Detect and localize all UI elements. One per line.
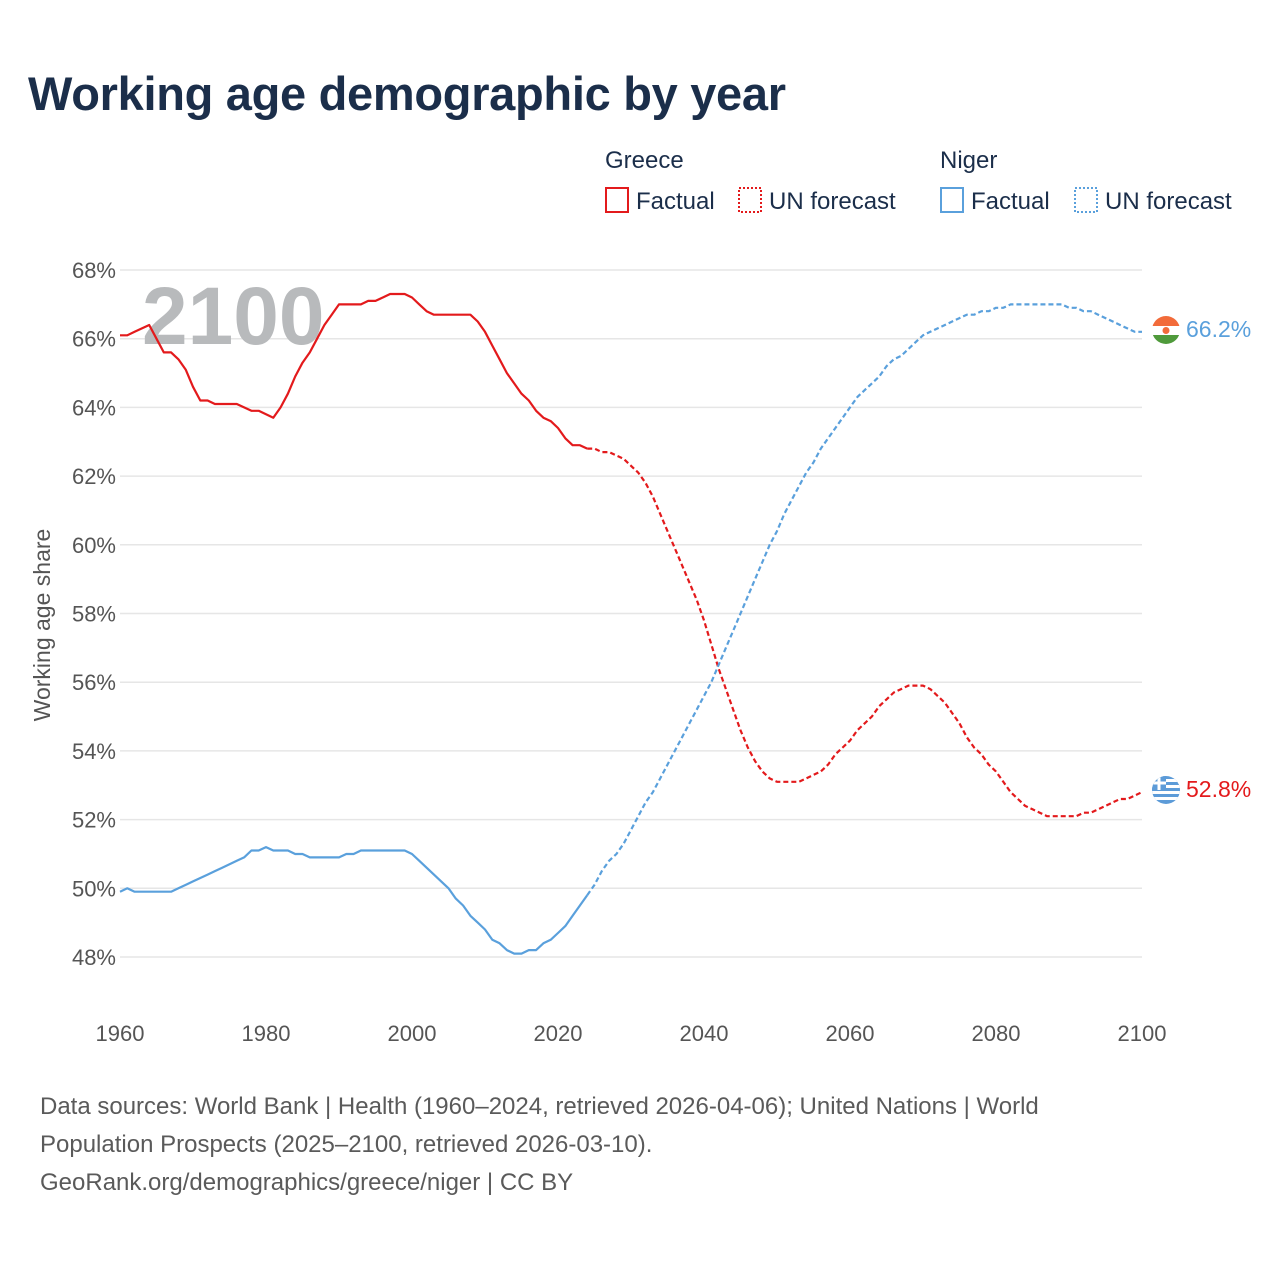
legend-label-niger-forecast: UN forecast: [1105, 188, 1232, 215]
end-label-niger: 66.2%: [1186, 316, 1251, 342]
legend-swatch-niger-factual: [940, 187, 964, 213]
chart-area: 48%50%52%54%56%58%60%62%64%66%68% 1960 19…: [29, 258, 1251, 1046]
x-tick-label-2060: 2060: [826, 1021, 875, 1046]
legend-group-greece[interactable]: Greece Factual UN forecast: [605, 147, 896, 215]
footer-sources-line1: Data sources: World Bank | Health (1960–…: [40, 1093, 1039, 1120]
y-tick-label-52: 52%: [72, 808, 116, 833]
x-tick-label-1980: 1980: [242, 1021, 291, 1046]
y-tick-label-54: 54%: [72, 739, 116, 764]
series-line-greece-factual[interactable]: [120, 292, 588, 450]
x-tick-label-1960: 1960: [96, 1021, 145, 1046]
x-tick-label-2080: 2080: [972, 1021, 1021, 1046]
niger-flag: [1152, 316, 1180, 344]
legend-group-title-greece: Greece: [605, 147, 684, 174]
y-tick-label-64: 64%: [72, 395, 116, 420]
footer: Data sources: World Bank | Health (1960–…: [40, 1088, 1240, 1202]
footer-sources-line2: Population Prospects (2025–2100, retriev…: [40, 1131, 653, 1158]
y-axis-title: Working age share: [29, 529, 55, 722]
legend: Greece Factual UN forecast Niger Factual…: [605, 147, 1232, 215]
legend-group-niger[interactable]: Niger Factual UN forecast: [940, 147, 1232, 215]
y-tick-label-50: 50%: [72, 876, 116, 901]
end-label-greece: 52.8%: [1186, 776, 1251, 802]
y-tick-label-48: 48%: [72, 945, 116, 970]
chart-title: Working age demographic by year: [28, 67, 786, 120]
y-tick-label-60: 60%: [72, 533, 116, 558]
current-year-watermark: 2100: [142, 271, 324, 362]
y-tick-label-68: 68%: [72, 258, 116, 283]
legend-label-niger-factual: Factual: [971, 188, 1050, 215]
series-line-niger-factual[interactable]: [119, 846, 589, 955]
y-axis: 48% 50% 52% 54% 56% 58% 60% 62% 64% 66% 68%: [72, 258, 116, 970]
series-lines: [119, 292, 1143, 955]
legend-label-greece-factual: Factual: [636, 188, 715, 215]
series-line-greece-forecast[interactable]: [587, 447, 1143, 818]
greece-flag: [1152, 776, 1180, 804]
legend-swatch-greece-factual: [605, 187, 629, 213]
legend-swatch-niger-forecast: [1074, 187, 1098, 213]
y-tick-label-56: 56%: [72, 670, 116, 695]
x-tick-label-2020: 2020: [534, 1021, 583, 1046]
legend-label-greece-forecast: UN forecast: [769, 188, 896, 215]
y-tick-label-62: 62%: [72, 464, 116, 489]
legend-swatch-greece-forecast: [738, 187, 762, 213]
x-tick-label-2100: 2100: [1118, 1021, 1167, 1046]
y-tick-label-58: 58%: [72, 602, 116, 627]
legend-group-title-niger: Niger: [940, 147, 997, 174]
x-tick-label-2000: 2000: [388, 1021, 437, 1046]
x-axis: 1960 1980 2000 2020 2040 2060 2080 2100: [96, 1021, 1167, 1046]
y-tick-label-66: 66%: [72, 327, 116, 352]
footer-attribution[interactable]: GeoRank.org/demographics/greece/niger | …: [40, 1169, 574, 1196]
gridlines: [120, 269, 1142, 958]
series-line-niger-forecast[interactable]: [586, 303, 1142, 896]
x-tick-label-2040: 2040: [680, 1021, 729, 1046]
